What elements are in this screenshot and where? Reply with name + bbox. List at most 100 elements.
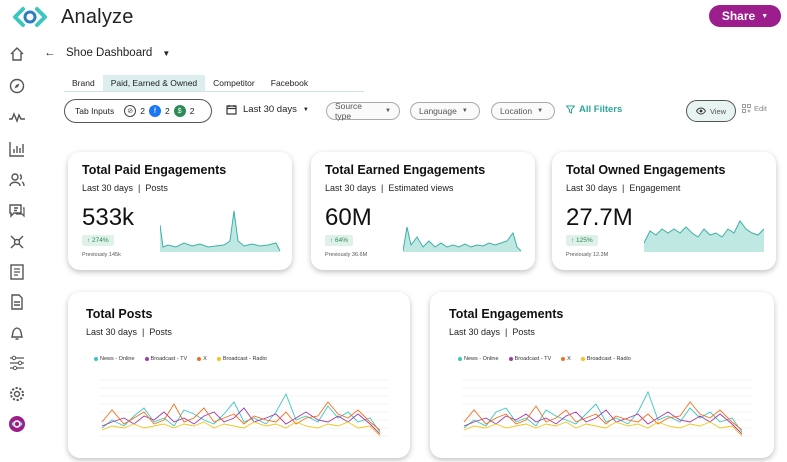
legend-label: X bbox=[203, 356, 207, 362]
kpi-metric: Engagement bbox=[629, 183, 681, 193]
app-title: Analyze bbox=[61, 6, 134, 28]
line-chart bbox=[462, 379, 752, 437]
sliders-icon[interactable] bbox=[8, 354, 26, 372]
legend-item[interactable]: News - Online bbox=[458, 356, 499, 362]
bar-chart-icon[interactable] bbox=[8, 140, 26, 158]
tab-brand[interactable]: Brand bbox=[72, 78, 95, 88]
sparkline-chart bbox=[644, 220, 765, 252]
kpi-period: Last 30 days bbox=[82, 183, 134, 193]
date-range-select[interactable]: Last 30 days ▼ bbox=[226, 104, 309, 115]
breadcrumb: ← Shoe Dashboard ▼ bbox=[44, 44, 170, 62]
chevron-down-icon[interactable]: ▼ bbox=[162, 48, 171, 58]
legend-label: Broadcast - Radio bbox=[222, 356, 267, 362]
all-filters-button[interactable]: All Filters bbox=[566, 104, 622, 115]
tab-competitor[interactable]: Competitor bbox=[213, 78, 255, 88]
view-toggle-button[interactable]: View bbox=[686, 100, 736, 122]
legend-item[interactable]: Broadcast - TV bbox=[144, 356, 188, 362]
kpi-change-badge: ↑ 274% bbox=[82, 235, 114, 246]
legend-item[interactable]: Broadcast - TV bbox=[508, 356, 552, 362]
brand-logo-icon bbox=[13, 7, 47, 27]
chart-card-total-engagements: Total Engagements Last 30 days | Posts N… bbox=[430, 292, 774, 458]
kpi-value: 533k bbox=[82, 204, 135, 231]
legend-dot-icon bbox=[561, 356, 566, 361]
kpi-period: Last 30 days bbox=[566, 183, 618, 193]
input-count: 2 bbox=[189, 106, 195, 116]
share-label: Share bbox=[721, 9, 756, 23]
chart-legend: News - Online Broadcast - TV X Broadcast… bbox=[458, 356, 631, 362]
network-icon[interactable] bbox=[8, 233, 26, 251]
location-select[interactable]: Location ▼ bbox=[491, 102, 555, 120]
source-type-select[interactable]: Source type ▼ bbox=[326, 101, 400, 121]
eye-icon bbox=[695, 107, 706, 115]
messages-icon[interactable] bbox=[8, 202, 26, 220]
activity-icon[interactable] bbox=[8, 108, 26, 126]
legend-item[interactable]: Broadcast - Radio bbox=[216, 356, 267, 362]
input-count: 2 bbox=[164, 106, 170, 116]
kpi-metric: Posts bbox=[145, 183, 168, 193]
kpi-subtitle: Last 30 days | Engagement bbox=[566, 183, 681, 193]
home-icon[interactable] bbox=[8, 45, 26, 63]
chevron-down-icon: ▼ bbox=[461, 108, 468, 114]
legend-dot-icon bbox=[508, 356, 513, 361]
share-button[interactable]: Share ▼ bbox=[709, 5, 781, 27]
dashboard-name[interactable]: Shoe Dashboard bbox=[66, 47, 153, 59]
source-type-label: Source type bbox=[335, 101, 362, 121]
legend-label: X bbox=[567, 356, 571, 362]
users-icon[interactable] bbox=[8, 171, 26, 189]
top-bar: Analyze Share ▼ bbox=[0, 0, 787, 36]
kpi-subtitle: Last 30 days | Estimated views bbox=[325, 183, 454, 193]
tab-facebook[interactable]: Facebook bbox=[270, 78, 309, 88]
kpi-previous: Previously 145k bbox=[82, 252, 121, 258]
legend-item[interactable]: X bbox=[197, 356, 207, 362]
all-filters-label: All Filters bbox=[579, 104, 623, 115]
chevron-down-icon: ▼ bbox=[537, 108, 544, 114]
compass-icon[interactable] bbox=[8, 77, 26, 95]
chart-metric: Posts bbox=[512, 327, 535, 337]
chart-card-total-posts: Total Posts Last 30 days | Posts News - … bbox=[68, 292, 410, 458]
edit-toggle-button[interactable]: Edit bbox=[742, 104, 767, 113]
report-icon[interactable] bbox=[8, 263, 26, 281]
chart-period: Last 30 days bbox=[86, 327, 138, 337]
edit-label: Edit bbox=[754, 104, 767, 113]
legend-label: News - Online bbox=[100, 356, 135, 362]
document-icon[interactable] bbox=[8, 293, 26, 311]
chart-period: Last 30 days bbox=[449, 327, 501, 337]
back-arrow-icon[interactable]: ← bbox=[44, 47, 56, 59]
legend-label: Broadcast - TV bbox=[514, 356, 552, 362]
legend-label: News - Online bbox=[464, 356, 499, 362]
chart-metric: Posts bbox=[149, 327, 172, 337]
kpi-change-badge: ↑ 125% bbox=[566, 235, 598, 246]
input-count: 2 bbox=[140, 106, 145, 116]
view-label: View bbox=[709, 106, 727, 116]
legend-item[interactable]: Broadcast - Radio bbox=[580, 356, 631, 362]
language-select[interactable]: Language ▼ bbox=[410, 102, 480, 120]
chart-title: Total Posts bbox=[86, 307, 153, 321]
profile-avatar-icon[interactable] bbox=[8, 415, 26, 433]
settings-gear-icon[interactable] bbox=[8, 385, 26, 403]
kpi-previous: Previously 12.3M bbox=[566, 252, 609, 258]
tab-inputs-button[interactable]: Tab Inputs ⊘ 2 f 2 $ 2 bbox=[64, 99, 212, 123]
language-label: Language bbox=[419, 106, 457, 116]
dashboard-tabs: Brand Paid, Earned & Owned Competitor Fa… bbox=[64, 74, 316, 92]
chevron-down-icon: ▼ bbox=[302, 106, 309, 113]
kpi-period: Last 30 days bbox=[325, 183, 377, 193]
legend-dot-icon bbox=[144, 356, 149, 361]
date-range-value: Last 30 days bbox=[243, 104, 297, 115]
kpi-card-owned: Total Owned Engagements Last 30 days | E… bbox=[552, 152, 776, 270]
compass-icon: ⊘ bbox=[124, 105, 137, 117]
kpi-card-paid: Total Paid Engagements Last 30 days | Po… bbox=[68, 152, 292, 270]
kpi-value: 27.7M bbox=[566, 204, 633, 231]
grid-icon bbox=[742, 104, 751, 113]
kpi-title: Total Earned Engagements bbox=[325, 163, 486, 177]
kpi-value: 60M bbox=[325, 204, 372, 231]
legend-label: Broadcast - TV bbox=[150, 356, 188, 362]
chart-subtitle: Last 30 days | Posts bbox=[449, 327, 535, 337]
tab-paid-earned-owned[interactable]: Paid, Earned & Owned bbox=[102, 74, 206, 92]
legend-item[interactable]: X bbox=[561, 356, 571, 362]
legend-item[interactable]: News - Online bbox=[94, 356, 135, 362]
calendar-icon bbox=[226, 105, 237, 115]
filter-icon bbox=[566, 105, 575, 114]
chart-subtitle: Last 30 days | Posts bbox=[86, 327, 172, 337]
bell-icon[interactable] bbox=[8, 324, 26, 342]
